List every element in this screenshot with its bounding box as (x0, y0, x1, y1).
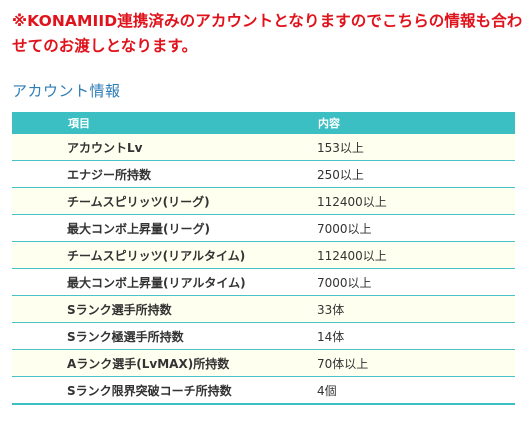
row-label: チームスピリッツ(リアルタイム) (12, 241, 263, 269)
table-row: Sランク限界突破コーチ所持数 4個 (12, 376, 515, 405)
row-value: 4個 (263, 376, 515, 405)
row-label: Sランク極選手所持数 (12, 322, 263, 350)
row-label: 最大コンボ上昇量(リーグ) (12, 214, 263, 242)
table-row: Sランク選手所持数 33体 (12, 295, 515, 323)
account-info-table: 項目 内容 アカウントLv 153以上 エナジー所持数 250以上 チームスピリ… (12, 112, 515, 405)
table-row: 最大コンボ上昇量(リーグ) 7000以上 (12, 214, 515, 242)
header-content: 内容 (263, 112, 515, 134)
row-value: 112400以上 (263, 241, 515, 269)
notice-text: ※KONAMIID連携済みのアカウントとなりますのでこちらの情報も合わせてのお渡… (12, 12, 523, 55)
table-row: 最大コンボ上昇量(リアルタイム) 7000以上 (12, 268, 515, 296)
row-value: 7000以上 (263, 268, 515, 296)
section-title: アカウント情報 (12, 82, 121, 100)
table-row: Sランク極選手所持数 14体 (12, 322, 515, 350)
row-value: 112400以上 (263, 187, 515, 215)
row-value: 250以上 (263, 160, 515, 188)
row-value: 153以上 (263, 134, 515, 161)
row-label: チームスピリッツ(リーグ) (12, 187, 263, 215)
row-label: 最大コンボ上昇量(リアルタイム) (12, 268, 263, 296)
table-row: チームスピリッツ(リアルタイム) 112400以上 (12, 241, 515, 269)
row-label: Aランク選手(LvMAX)所持数 (12, 349, 263, 377)
table-row: Aランク選手(LvMAX)所持数 70体以上 (12, 349, 515, 377)
row-value: 14体 (263, 322, 515, 350)
row-label: エナジー所持数 (12, 160, 263, 188)
row-value: 7000以上 (263, 214, 515, 242)
row-label: アカウントLv (12, 134, 263, 161)
table-header-row: 項目 内容 (12, 112, 515, 134)
row-value: 70体以上 (263, 349, 515, 377)
header-item: 項目 (12, 112, 263, 134)
row-label: Sランク限界突破コーチ所持数 (12, 376, 263, 405)
table-row: エナジー所持数 250以上 (12, 160, 515, 188)
table-row: チームスピリッツ(リーグ) 112400以上 (12, 187, 515, 215)
row-label: Sランク選手所持数 (12, 295, 263, 323)
row-value: 33体 (263, 295, 515, 323)
table-row: アカウントLv 153以上 (12, 134, 515, 161)
